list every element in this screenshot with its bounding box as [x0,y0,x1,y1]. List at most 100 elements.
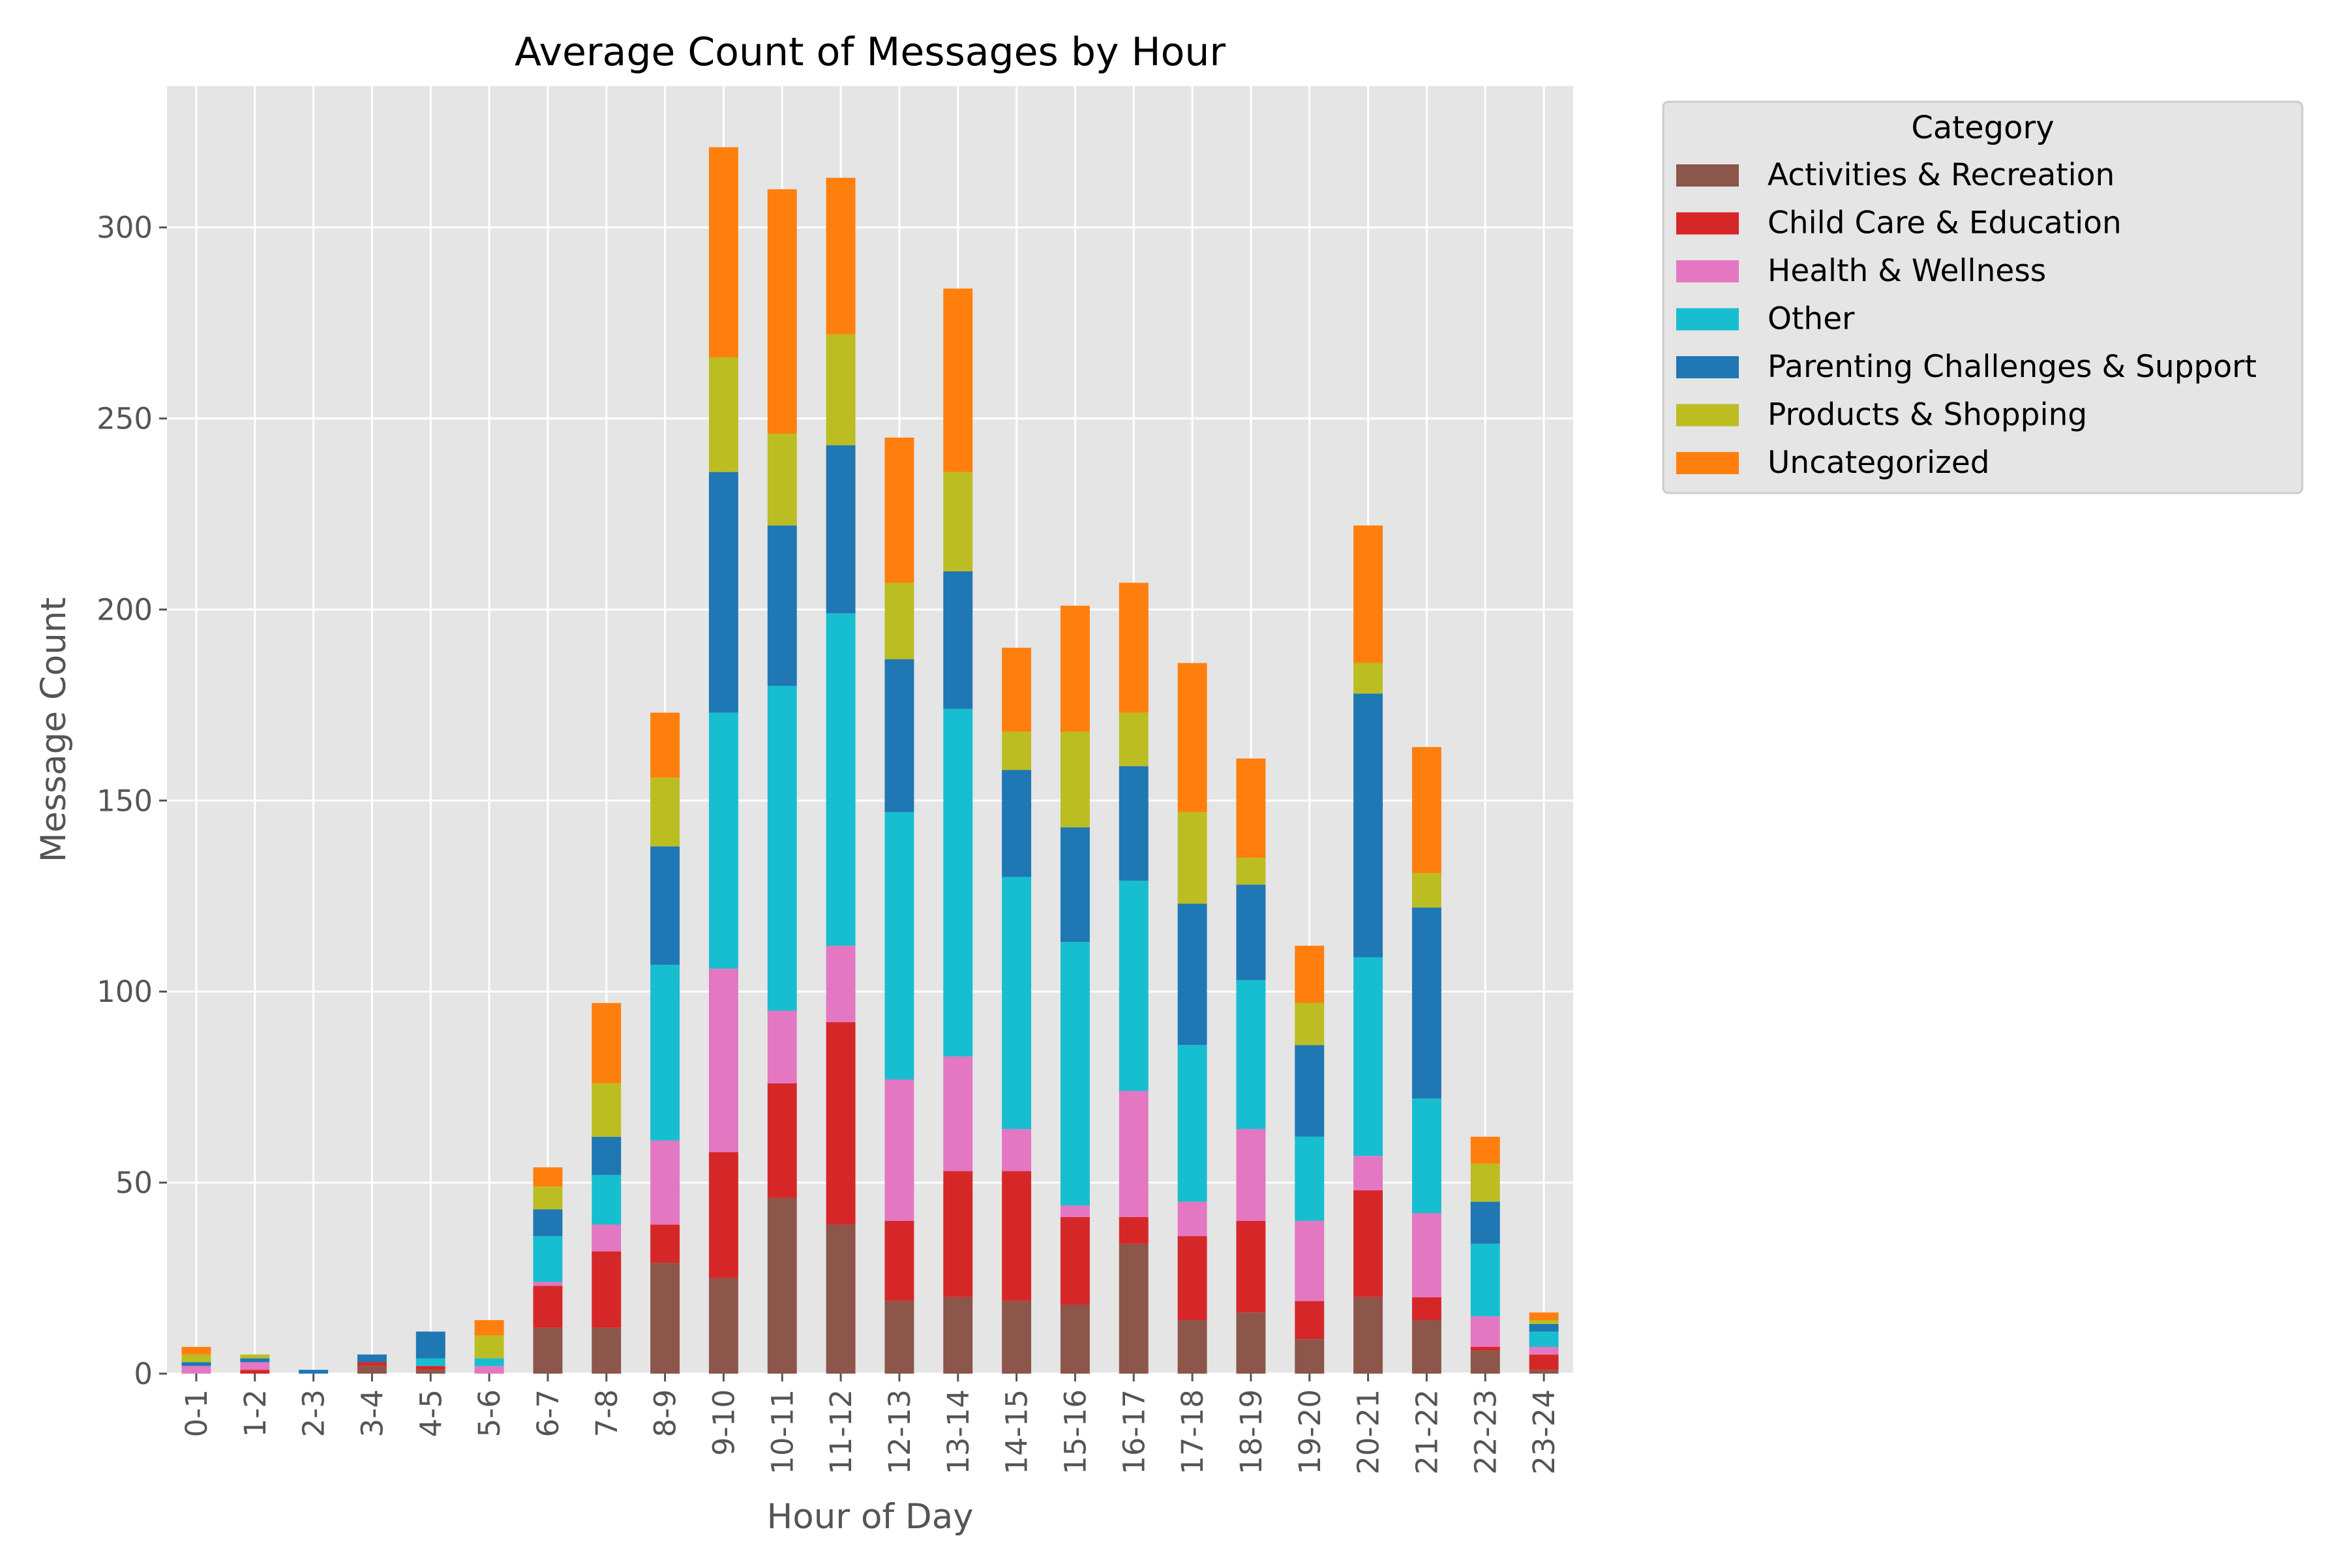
bar-segment-health-and-wellness [767,1010,797,1083]
bar-segment-parenting-challenges-and-support [1060,827,1090,942]
legend-swatch-activities-and-recreation [1676,164,1739,187]
bar-segment-child-care-and-education [1236,1220,1266,1313]
bar-segment-activities-and-recreation [415,1370,445,1374]
y-tick-label: 100 [97,974,153,1009]
x-axis: 0-1 1-2 2-3 3-4 4-5 5-6 6-7 7-8 8-9 9-10 10-11 11-1… [179,1374,1561,1475]
bar-segment-parenting-challenges-and-support [357,1354,387,1363]
bar-segment-parenting-challenges-and-support [1295,1045,1325,1137]
bar-segment-products-and-shopping [943,472,973,571]
x-tick-label: 19-20 [1293,1389,1327,1475]
bar-segment-products-and-shopping [826,334,856,445]
legend-swatch-child-care-and-education [1676,212,1739,235]
bar-segment-products-and-shopping [1236,858,1266,885]
legend-swatch-uncategorized [1676,452,1739,474]
bar-segment-child-care-and-education [1119,1216,1149,1244]
bar-segment-parenting-challenges-and-support [415,1331,445,1359]
bar-segment-health-and-wellness [1060,1205,1090,1217]
bar-segment-other [767,686,797,1011]
bar-segment-parenting-challenges-and-support [1529,1323,1559,1332]
bar-segment-other [1295,1136,1325,1221]
bar-segment-products-and-shopping [1295,1003,1325,1046]
bar-segment-activities-and-recreation [1529,1370,1559,1374]
bar-segment-health-and-wellness [592,1224,622,1252]
bar-segment-child-care-and-education [884,1220,914,1301]
x-tick-label: 21-22 [1409,1389,1444,1475]
x-tick-label: 16-17 [1117,1389,1151,1475]
bar-segment-child-care-and-education [533,1286,563,1328]
bar-segment-products-and-shopping [1470,1163,1500,1202]
bar-segment-activities-and-recreation [1119,1243,1149,1374]
bar-segment-child-care-and-education [767,1083,797,1198]
bar-segment-child-care-and-education [1411,1297,1441,1320]
bar-segment-other [1529,1331,1559,1347]
x-tick-label: 8-9 [648,1389,683,1438]
bar-segment-products-and-shopping [181,1354,211,1363]
x-tick-label: 10-11 [765,1389,800,1475]
x-tick-label: 3-4 [355,1389,389,1438]
bar-segment-health-and-wellness [1529,1346,1559,1355]
bar-segment-health-and-wellness [474,1366,504,1374]
y-tick-label: 0 [134,1357,153,1391]
x-tick-label: 4-5 [414,1389,448,1438]
bar-segment-uncategorized [650,712,680,778]
bar-segment-products-and-shopping [708,357,738,472]
bar-segment-activities-and-recreation [1177,1319,1207,1374]
x-axis-label: Hour of Day [766,1497,973,1537]
bar-segment-health-and-wellness [1177,1201,1207,1237]
bar-segment-products-and-shopping [1529,1319,1559,1324]
bar-segment-child-care-and-education [1002,1171,1032,1301]
bar-segment-health-and-wellness [240,1362,270,1370]
bar-segment-uncategorized [943,288,973,472]
bar-segment-activities-and-recreation [943,1297,973,1374]
x-tick-label: 20-21 [1351,1389,1386,1475]
bar-segment-child-care-and-education [1353,1190,1383,1297]
bar-segment-parenting-challenges-and-support [1353,693,1383,957]
x-tick-label: 15-16 [1058,1389,1092,1475]
legend-swatch-health-and-wellness [1676,260,1739,282]
bar-segment-other [1353,957,1383,1156]
x-tick-label: 7-8 [590,1389,624,1438]
bar-segment-products-and-shopping [650,777,680,847]
bar-segment-child-care-and-education [708,1152,738,1278]
bar-segment-activities-and-recreation [650,1263,680,1374]
x-tick-label: 9-10 [706,1389,741,1456]
bar-segment-health-and-wellness [943,1056,973,1171]
bar-segment-child-care-and-education [592,1251,622,1328]
bar-segment-parenting-challenges-and-support [1177,903,1207,1046]
bar-segment-child-care-and-education [1295,1301,1325,1340]
bar-segment-parenting-challenges-and-support [299,1370,329,1374]
bar-segment-products-and-shopping [1411,873,1441,908]
bar-segment-parenting-challenges-and-support [181,1362,211,1366]
bar-segment-activities-and-recreation [357,1366,387,1374]
bar-segment-activities-and-recreation [1002,1301,1032,1374]
x-tick-label: 13-14 [941,1389,976,1475]
legend-label-parenting-challenges-and-support: Parenting Challenges & Support [1768,349,2257,385]
bar-segment-products-and-shopping [1060,731,1090,828]
legend-swatch-parenting-challenges-and-support [1676,356,1739,378]
legend-label-activities-and-recreation: Activities & Recreation [1768,157,2115,193]
bar-segment-other [1411,1098,1441,1213]
x-tick-label: 5-6 [472,1389,507,1438]
bar-segment-health-and-wellness [826,945,856,1023]
bar-segment-child-care-and-education [1529,1354,1559,1370]
bar-segment-uncategorized [767,189,797,434]
legend-label-health-and-wellness: Health & Wellness [1768,253,2046,289]
bar-segment-other [533,1236,563,1282]
bar-segment-products-and-shopping [1119,712,1149,766]
x-tick-label: 23-24 [1527,1389,1561,1475]
bar-segment-activities-and-recreation [592,1327,622,1374]
bar-segment-health-and-wellness [884,1079,914,1221]
bar-segment-uncategorized [884,437,914,583]
bar-segment-uncategorized [1353,525,1383,663]
bar-segment-uncategorized [826,177,856,335]
bar-segment-products-and-shopping [592,1083,622,1137]
bar-segment-other [943,708,973,1057]
bar-segment-uncategorized [1060,605,1090,732]
legend-label-other: Other [1768,301,1855,337]
bar-segment-other [1119,881,1149,1091]
bar-segment-child-care-and-education [1470,1346,1500,1351]
y-tick-label: 200 [97,592,153,627]
bar-segment-uncategorized [1529,1312,1559,1320]
